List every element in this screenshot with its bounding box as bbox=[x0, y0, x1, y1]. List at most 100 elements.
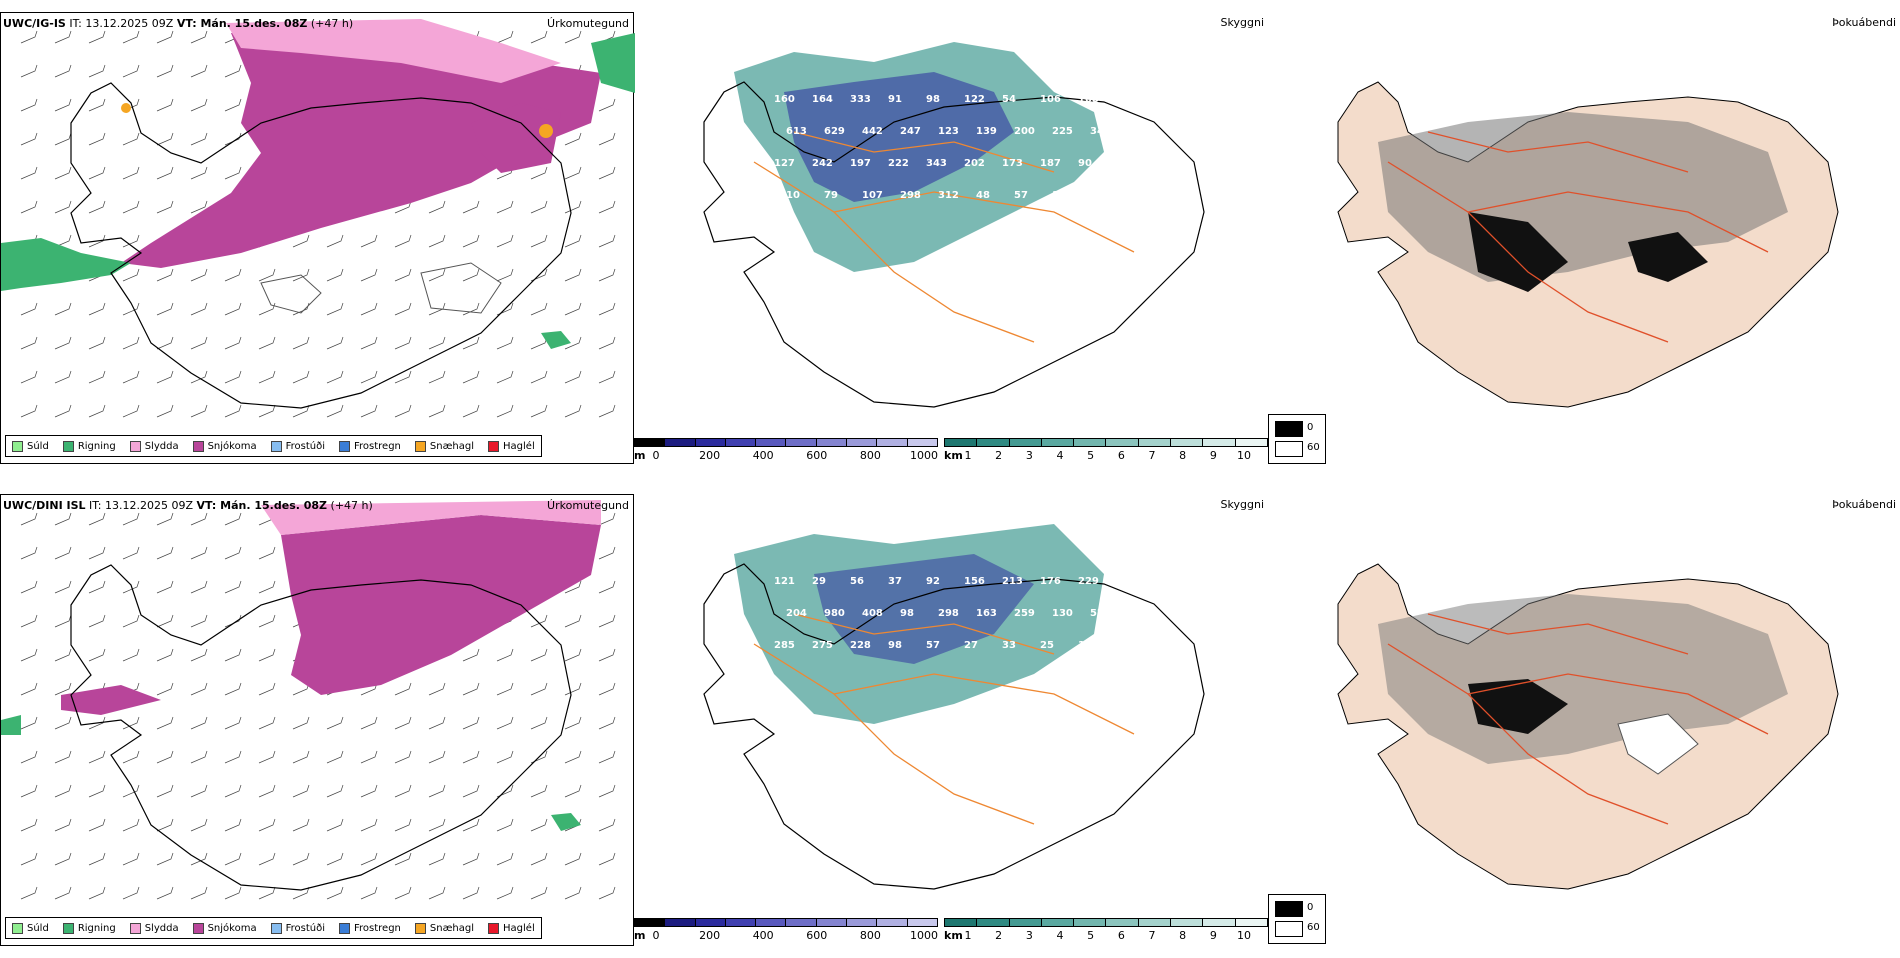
map-value-label: 92 bbox=[926, 576, 940, 587]
wind-barb bbox=[224, 818, 242, 832]
wind-barb bbox=[54, 852, 72, 866]
legend-swatch bbox=[12, 440, 23, 452]
colorbar-segment bbox=[1138, 919, 1172, 926]
map-value-label: 259 bbox=[1014, 608, 1035, 619]
wind-barb bbox=[190, 784, 208, 798]
legend-item: Slydda bbox=[129, 922, 179, 934]
wind-barb bbox=[20, 302, 38, 316]
fog-label-2: Þokuábendi bbox=[1832, 498, 1896, 511]
colorbar-tick: 400 bbox=[752, 449, 774, 462]
wind-barb bbox=[20, 852, 38, 866]
legend-label: Slydda bbox=[144, 440, 179, 452]
wind-barb bbox=[224, 98, 242, 112]
wind-barb bbox=[54, 166, 72, 180]
legend-swatch bbox=[339, 922, 350, 934]
wind-barb bbox=[564, 268, 582, 282]
map-value-label: 16 bbox=[1078, 640, 1092, 651]
legend-label: Snjókoma bbox=[207, 440, 257, 452]
map-value-label: 91 bbox=[888, 94, 902, 105]
map-value-label: 54 bbox=[1002, 94, 1016, 105]
wind-barb bbox=[360, 886, 378, 900]
wind-barb bbox=[20, 682, 38, 696]
wind-barb bbox=[88, 546, 106, 560]
wind-barb bbox=[428, 234, 446, 248]
legend-swatch bbox=[12, 922, 23, 934]
wind-barb bbox=[122, 818, 140, 832]
wind-barb bbox=[496, 818, 514, 832]
map-value-label: 57 bbox=[926, 640, 940, 651]
wind-barb bbox=[564, 886, 582, 900]
legend-label: Haglél bbox=[503, 922, 535, 934]
legend-swatch bbox=[129, 922, 141, 934]
wind-barb bbox=[190, 200, 208, 214]
wind-barb bbox=[428, 336, 446, 350]
wind-barb bbox=[54, 64, 72, 78]
wind-barb bbox=[88, 512, 106, 526]
precip-type-legend-2: Súld Rigning Slydda Snjókoma Frostúði Frostre… bbox=[5, 917, 542, 939]
wind-barb bbox=[496, 200, 514, 214]
colorbar-segment bbox=[816, 439, 848, 446]
colorbar-segment bbox=[1171, 919, 1204, 926]
map-value-label: 56 bbox=[850, 576, 864, 587]
colorbar-tick: 1000 bbox=[910, 449, 938, 462]
wind-barb bbox=[88, 614, 106, 628]
cloud-base-panel-row1: 160 164 333 91 98 122 54 106 108 613 629 442 247 123 1… bbox=[634, 12, 1268, 464]
wind-barb bbox=[394, 404, 412, 418]
wind-barb bbox=[428, 784, 446, 798]
legend-label: Frostúði bbox=[285, 440, 325, 452]
map-value-label: 242 bbox=[812, 158, 833, 169]
colorbar-tick: 800 bbox=[859, 929, 881, 942]
colorbar-segment bbox=[1074, 919, 1107, 926]
wind-barb bbox=[394, 750, 412, 764]
wind-barb bbox=[292, 886, 310, 900]
wind-barb bbox=[156, 784, 174, 798]
wind-barb bbox=[394, 716, 412, 730]
wind-barb bbox=[496, 716, 514, 730]
colorbar-tick: 7 bbox=[1148, 929, 1156, 942]
wind-barb bbox=[54, 404, 72, 418]
wind-barb bbox=[258, 546, 276, 560]
wind-barb bbox=[224, 716, 242, 730]
wind-barb bbox=[20, 370, 38, 384]
colorbar-segment bbox=[1235, 439, 1267, 446]
wind-barb bbox=[190, 98, 208, 112]
wind-barb bbox=[462, 784, 480, 798]
cloud-base-label-2: Skyggni bbox=[1220, 498, 1264, 511]
colorbar-tick: 400 bbox=[752, 929, 774, 942]
map-value-label: 121 bbox=[774, 576, 795, 587]
wind-barb bbox=[88, 648, 106, 662]
colorbar-segment bbox=[1074, 439, 1107, 446]
wind-barb bbox=[122, 132, 140, 146]
wind-barb bbox=[54, 200, 72, 214]
wind-barb bbox=[20, 716, 38, 730]
wind-barb bbox=[462, 716, 480, 730]
map-value-label: 197 bbox=[850, 158, 871, 169]
legend-item: Snjókoma bbox=[192, 922, 257, 934]
wind-barb bbox=[530, 784, 548, 798]
wind-barb bbox=[462, 336, 480, 350]
wind-barb bbox=[156, 512, 174, 526]
wind-barb bbox=[190, 716, 208, 730]
wind-barb bbox=[190, 302, 208, 316]
wind-barb bbox=[598, 546, 616, 560]
wind-barb bbox=[54, 614, 72, 628]
legend-item: Snæhagl bbox=[414, 440, 474, 452]
colorbar-segment bbox=[1106, 439, 1139, 446]
wind-barb bbox=[190, 30, 208, 44]
wind-barb bbox=[564, 404, 582, 418]
wind-barb bbox=[54, 234, 72, 248]
legend-item: Haglél bbox=[488, 922, 535, 934]
colorbar-segment bbox=[635, 919, 666, 926]
map-value-label: 173 bbox=[1002, 158, 1023, 169]
map-value-label: 130 bbox=[1052, 608, 1073, 619]
map-value-label: 222 bbox=[888, 158, 909, 169]
wind-barb bbox=[54, 716, 72, 730]
wind-barb bbox=[54, 784, 72, 798]
wind-barb bbox=[462, 648, 480, 662]
wind-barb bbox=[360, 336, 378, 350]
wind-barb bbox=[224, 580, 242, 594]
wind-barb bbox=[530, 234, 548, 248]
wind-barb bbox=[156, 30, 174, 44]
wind-barb bbox=[496, 370, 514, 384]
